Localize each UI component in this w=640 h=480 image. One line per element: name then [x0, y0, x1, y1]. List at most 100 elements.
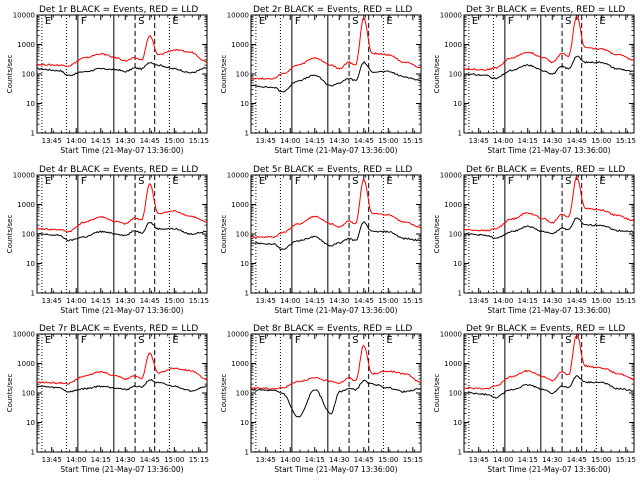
y-axis-label: Counts/sec: [6, 55, 14, 94]
x-tick-label: 14:45: [567, 297, 587, 305]
marker-label: E: [172, 16, 178, 27]
x-tick-label: 13:45: [42, 137, 62, 145]
panel-title: Det 3r BLACK = Events, RED = LLD: [466, 5, 625, 15]
x-tick-label: 15:15: [189, 137, 209, 145]
y-tick-label: 10000: [440, 331, 462, 339]
x-tick-label: 15:15: [403, 456, 423, 464]
x-tick-label: 15:15: [616, 297, 636, 305]
lld-series-line: [464, 176, 634, 232]
y-axis-label: Counts/sec: [220, 215, 228, 254]
chart-panel-3: Det 3r BLACK = Events, RED = LLD 1 10 100 10…: [433, 5, 636, 155]
marker-label: F: [508, 176, 514, 187]
events-series-line: [464, 375, 634, 399]
marker-label: F: [81, 335, 87, 346]
x-axis-label: Start Time (21-May-07 13:36:00): [60, 465, 183, 474]
events-series-line: [464, 55, 634, 80]
marker-label: E: [386, 335, 392, 346]
panel-title: Det 9r BLACK = Events, RED = LLD: [466, 324, 625, 334]
marker-label: S: [138, 176, 144, 187]
x-tick-label: 14:15: [305, 456, 325, 464]
y-tick-label: 100: [236, 71, 249, 79]
y-axis-label: Counts/sec: [220, 55, 228, 94]
x-tick-label: 14:45: [354, 456, 374, 464]
marker-label: S: [352, 335, 358, 346]
marker-label: E: [599, 335, 605, 346]
plot-frame: [36, 14, 208, 134]
events-series-line: [251, 60, 421, 93]
x-tick-label: 15:00: [591, 137, 611, 145]
x-tick-label: 14:45: [354, 297, 374, 305]
plot-frame: [250, 174, 422, 294]
x-tick-label: 13:45: [469, 297, 489, 305]
y-tick-label: 1000: [17, 201, 35, 209]
y-tick-label: 1000: [231, 41, 249, 49]
y-tick-label: 100: [236, 390, 249, 398]
y-tick-label: 10: [240, 100, 249, 108]
chart-panel-2: Det 2r BLACK = Events, RED = LLD 1 10 100 10…: [220, 5, 423, 155]
x-tick-label: 14:30: [542, 456, 562, 464]
lld-series-line: [37, 183, 207, 233]
y-tick-label: 1000: [17, 41, 35, 49]
x-tick-label: 14:30: [542, 137, 562, 145]
panel-title: Det 2r BLACK = Events, RED = LLD: [253, 5, 412, 15]
plot-frame: [36, 174, 208, 294]
panel-title: Det 1r BLACK = Events, RED = LLD: [39, 5, 198, 15]
lld-series-line: [251, 17, 421, 80]
x-tick-label: 14:00: [493, 297, 513, 305]
events-series-line: [251, 379, 421, 418]
events-series-line: [37, 378, 207, 393]
x-tick-label: 14:15: [91, 297, 111, 305]
x-tick-label: 13:45: [469, 137, 489, 145]
y-tick-label: 1: [458, 449, 462, 457]
x-tick-label: 14:45: [567, 137, 587, 145]
panel-title: Det 7r BLACK = Events, RED = LLD: [39, 324, 198, 334]
x-axis-label: Start Time (21-May-07 13:36:00): [487, 146, 610, 155]
plot-frame: [463, 333, 635, 453]
x-tick-label: 14:00: [66, 137, 86, 145]
x-tick-label: 14:00: [66, 297, 86, 305]
y-tick-label: 10000: [440, 172, 462, 180]
x-tick-label: 14:15: [518, 297, 538, 305]
marker-label: F: [508, 335, 514, 346]
y-tick-label: 100: [449, 71, 462, 79]
y-tick-label: 1000: [231, 360, 249, 368]
marker-label: S: [565, 176, 571, 187]
marker-label: S: [138, 16, 144, 27]
marker-label: E: [172, 176, 178, 187]
y-tick-label: 10000: [13, 12, 35, 20]
x-tick-label: 14:45: [567, 456, 587, 464]
marker-label: E: [45, 176, 51, 187]
y-tick-label: 1: [458, 130, 462, 138]
x-tick-label: 15:00: [591, 456, 611, 464]
x-tick-label: 13:45: [256, 137, 276, 145]
x-tick-label: 15:00: [378, 456, 398, 464]
y-tick-label: 100: [449, 231, 462, 239]
marker-label: E: [386, 16, 392, 27]
y-tick-label: 100: [22, 71, 35, 79]
x-tick-label: 15:15: [616, 137, 636, 145]
y-tick-label: 1000: [444, 41, 462, 49]
lld-series-line: [464, 15, 634, 71]
x-tick-label: 15:15: [403, 137, 423, 145]
x-tick-label: 14:15: [91, 456, 111, 464]
y-tick-label: 1: [31, 130, 35, 138]
x-axis-label: Start Time (21-May-07 13:36:00): [274, 306, 397, 315]
x-tick-label: 14:30: [115, 456, 135, 464]
x-tick-label: 14:30: [329, 456, 349, 464]
x-tick-label: 15:15: [616, 456, 636, 464]
x-tick-label: 15:00: [164, 297, 184, 305]
x-tick-label: 14:00: [280, 297, 300, 305]
events-series-line: [37, 222, 207, 242]
x-tick-label: 14:15: [305, 137, 325, 145]
marker-label: F: [295, 16, 301, 27]
y-tick-label: 10: [453, 260, 462, 268]
panel-title: Det 4r BLACK = Events, RED = LLD: [39, 165, 198, 175]
marker-label: E: [386, 176, 392, 187]
panel-title: Det 5r BLACK = Events, RED = LLD: [253, 165, 412, 175]
marker-label: E: [599, 16, 605, 27]
x-tick-label: 13:45: [256, 297, 276, 305]
chart-panel-5: Det 5r BLACK = Events, RED = LLD 1 10 100 10…: [220, 165, 423, 315]
lld-series-line: [251, 344, 421, 390]
y-tick-label: 10000: [227, 12, 249, 20]
